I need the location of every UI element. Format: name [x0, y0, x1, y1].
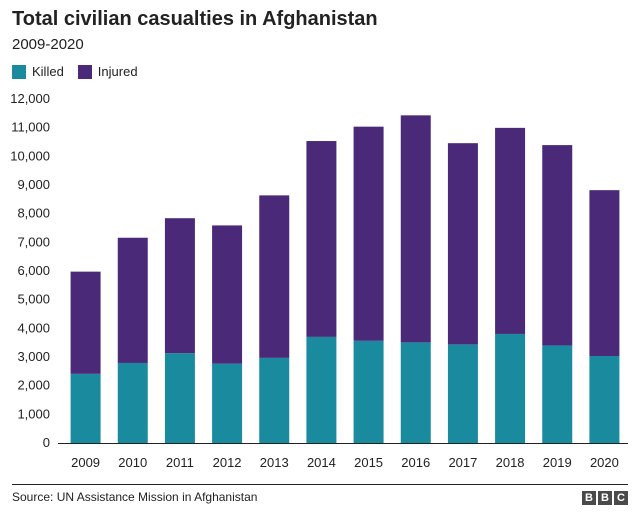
y-tick-label: 8,000 — [17, 206, 50, 221]
x-tick-label: 2020 — [590, 455, 619, 470]
y-tick-label: 10,000 — [10, 148, 50, 163]
legend: Killed Injured — [12, 64, 152, 79]
bar-injured-2009 — [70, 271, 101, 374]
x-tick-label: 2015 — [354, 455, 383, 470]
bar-killed-2018 — [495, 333, 526, 443]
bbc-logo-letter-2: B — [598, 491, 612, 505]
legend-item-injured: Injured — [77, 64, 138, 79]
bbc-logo-letter-1: B — [582, 491, 596, 505]
x-tick-label: 2016 — [401, 455, 430, 470]
bar-injured-2020 — [589, 190, 620, 356]
source-note: Source: UN Assistance Mission in Afghani… — [12, 490, 258, 504]
y-tick-label: 3,000 — [17, 349, 50, 364]
bbc-logo-letter-3: C — [614, 491, 628, 505]
bar-injured-2010 — [117, 237, 148, 363]
bar-killed-2011 — [164, 353, 195, 443]
footer-divider — [12, 484, 628, 485]
bar-killed-2019 — [542, 345, 573, 443]
bar-killed-2016 — [400, 342, 431, 443]
y-tick-label: 9,000 — [17, 177, 50, 192]
bar-killed-2009 — [70, 373, 101, 443]
x-tick-label: 2018 — [496, 455, 525, 470]
y-tick-label: 6,000 — [17, 263, 50, 278]
bar-injured-2011 — [164, 218, 195, 354]
y-tick-label: 4,000 — [17, 320, 50, 335]
bbc-logo: B B C — [582, 491, 628, 505]
x-tick-label: 2010 — [118, 455, 147, 470]
bar-killed-2020 — [589, 355, 620, 443]
y-tick-label: 11,000 — [11, 120, 50, 135]
legend-swatch-injured — [77, 64, 92, 79]
bar-injured-2012 — [212, 225, 243, 364]
x-tick-label: 2017 — [448, 455, 477, 470]
bar-killed-2015 — [353, 340, 384, 443]
bar-killed-2013 — [259, 357, 290, 443]
y-tick-label: 2,000 — [17, 378, 50, 393]
x-tick-label: 2009 — [71, 455, 100, 470]
bar-injured-2015 — [353, 126, 384, 341]
legend-item-killed: Killed — [12, 64, 64, 79]
bar-injured-2019 — [542, 145, 573, 346]
y-tick-label: 7,000 — [17, 234, 50, 249]
bar-injured-2014 — [306, 141, 337, 337]
bar-injured-2013 — [259, 195, 290, 358]
chart-subtitle: 2009-2020 — [12, 36, 84, 53]
legend-label-injured: Injured — [97, 64, 138, 79]
y-tick-label: 1,000 — [17, 406, 50, 421]
legend-label-killed: Killed — [32, 64, 64, 79]
y-tick-label: 5,000 — [17, 292, 50, 307]
chart-title: Total civilian casualties in Afghanistan — [12, 8, 378, 30]
bar-killed-2014 — [306, 336, 337, 443]
x-tick-label: 2019 — [543, 455, 572, 470]
y-tick-label: 12,000 — [10, 91, 50, 106]
bar-injured-2018 — [495, 127, 526, 334]
bar-killed-2017 — [447, 344, 478, 443]
y-tick-label: 0 — [43, 435, 50, 450]
x-tick-label: 2012 — [213, 455, 242, 470]
bar-killed-2010 — [117, 362, 148, 443]
legend-swatch-killed — [12, 64, 26, 79]
x-tick-label: 2011 — [166, 455, 194, 470]
x-tick-label: 2013 — [260, 455, 289, 470]
x-tick-label: 2014 — [307, 455, 336, 470]
bar-killed-2012 — [212, 363, 243, 443]
bar-injured-2017 — [447, 143, 478, 345]
bar-injured-2016 — [400, 115, 431, 343]
